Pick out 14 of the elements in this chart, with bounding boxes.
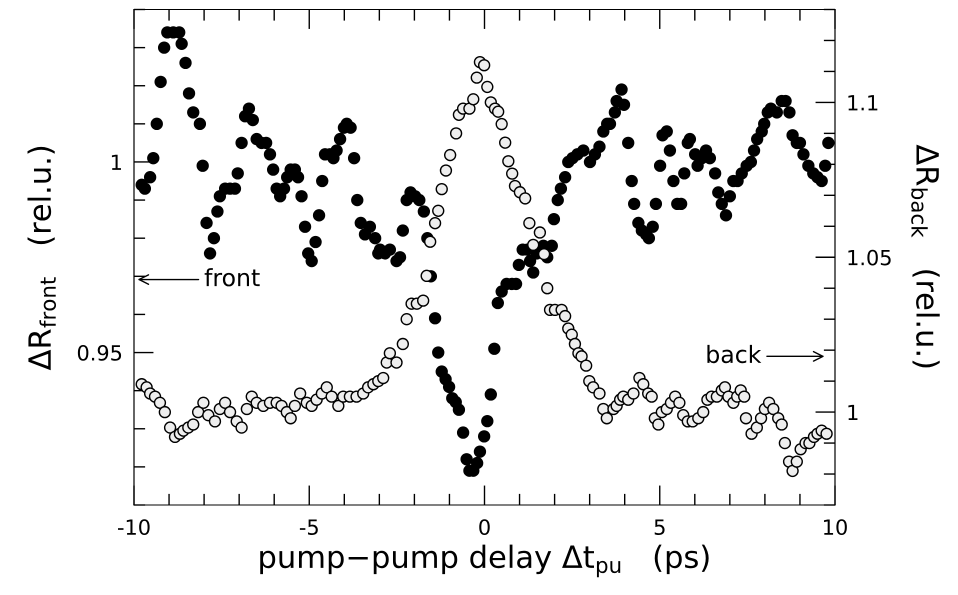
- text: pump−pump delay Δt$_{pu}$ (ps): [260, 544, 709, 578]
- text: ΔR$_{front}$ (rel.u.): [27, 146, 56, 370]
- x-tick-label: 10: [824, 519, 847, 536]
- x-tick-label: 5: [654, 520, 665, 536]
- annotation: back: [707, 344, 762, 364]
- y-tick-label: 0.95: [78, 344, 122, 361]
- y2-tick-label: 1.1: [848, 95, 878, 110]
- x-tick-label: -5: [300, 520, 318, 536]
- text: ΔR$_{back}$ (rel.u.): [911, 144, 940, 368]
- annotation: front: [204, 268, 260, 286]
- y2-tick-label: 1.05: [848, 250, 891, 266]
- y2-tick-label: 1: [848, 404, 858, 420]
- x-tick-label: 0: [479, 519, 490, 536]
- x-tick-label: -10: [118, 519, 150, 536]
